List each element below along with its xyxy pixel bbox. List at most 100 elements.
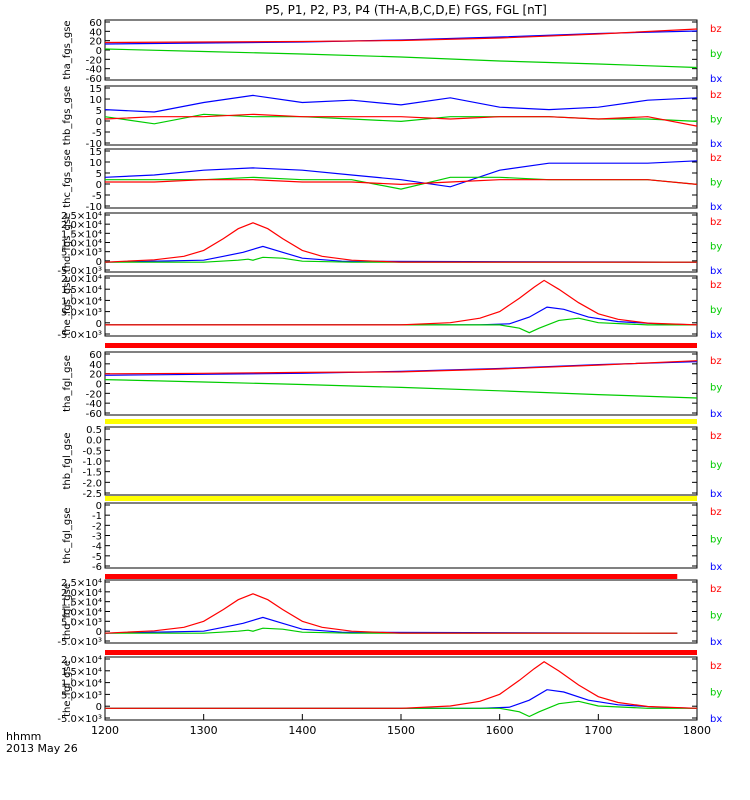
- series-line-bz: [105, 179, 698, 186]
- legend-bz: bz: [710, 431, 722, 442]
- legend-bx: bx: [710, 489, 722, 500]
- ytick-label: -5.0×10³: [57, 266, 102, 277]
- ytick-label: 1.0×10⁴: [61, 239, 102, 250]
- ytick-label: 5: [96, 169, 102, 180]
- panel-frame: [104, 212, 698, 273]
- series-line-bz: [105, 279, 698, 326]
- ytick-label: 1.0×10⁴: [61, 296, 102, 307]
- ytick-label: -10: [86, 139, 102, 150]
- ytick-label: 2.0×10⁴: [61, 274, 102, 285]
- series-line-bz: [104, 113, 698, 127]
- time-label: hhmm: [6, 730, 41, 743]
- panel-frame: [104, 275, 698, 337]
- legend-by: by: [710, 535, 722, 546]
- ytick-label: -20: [86, 389, 102, 400]
- legend-bx: bx: [710, 409, 722, 420]
- ytick-label: -5.0×10³: [57, 330, 102, 341]
- ytick-label: 60: [89, 350, 102, 361]
- legend-bz: bz: [710, 356, 722, 367]
- panel-ylabel: thd_fgs_gse: [62, 213, 73, 272]
- ytick-label: 2.0×10⁴: [61, 588, 102, 599]
- panel-ylabel: thb_fgs_gse: [62, 86, 73, 145]
- ytick-label: 1.5×10⁴: [61, 598, 102, 609]
- panel-frame: [104, 19, 698, 81]
- ytick-label: 2.0×10⁴: [61, 220, 102, 231]
- ytick-label: 1.5×10⁴: [61, 667, 102, 678]
- legend-bz: bz: [710, 280, 722, 291]
- xtick-label: 1200: [91, 724, 119, 737]
- legend-bx: bx: [710, 266, 722, 277]
- flag-bar: [105, 496, 697, 501]
- ytick-label: -6: [92, 562, 102, 573]
- series-line-by: [105, 256, 697, 263]
- xtick-label: 1800: [683, 724, 711, 737]
- legend-bx: bx: [710, 714, 722, 725]
- series-line-bx: [104, 616, 678, 634]
- flag-bar: [105, 574, 678, 579]
- ytick-label: -5.0×10³: [57, 637, 102, 648]
- legend-bz: bz: [710, 584, 722, 595]
- legend-bz: bz: [710, 661, 722, 672]
- ytick-label: 0: [96, 319, 102, 330]
- series-line-by: [104, 379, 698, 399]
- legend-bx: bx: [710, 74, 722, 85]
- ytick-label: -40: [86, 65, 102, 76]
- ytick-label: -60: [86, 409, 102, 420]
- ytick-label: 0: [96, 46, 102, 57]
- ytick-label: 2.0×10⁴: [61, 655, 102, 666]
- ytick-label: -5: [92, 128, 102, 139]
- series-line-bz: [104, 593, 678, 634]
- ytick-label: 0: [96, 501, 102, 512]
- panel-ylabel: thb_fgl_gse: [62, 433, 73, 490]
- ytick-label: -2.5: [82, 489, 102, 500]
- flag-bar: [105, 343, 697, 348]
- legend-bx: bx: [710, 330, 722, 341]
- ytick-label: 20: [89, 37, 102, 48]
- series-line-bx: [104, 160, 698, 188]
- panel-frame: [104, 85, 698, 146]
- legend-bz: bz: [710, 507, 722, 518]
- flag-bar: [105, 650, 697, 655]
- ytick-label: 40: [89, 27, 102, 38]
- legend-by: by: [710, 305, 722, 316]
- series-line-by: [105, 700, 697, 718]
- ytick-label: 2.5×10⁴: [61, 211, 102, 222]
- ytick-label: -2.0: [82, 478, 102, 489]
- ytick-label: -5.0×10³: [57, 714, 102, 725]
- ytick-label: 0: [96, 702, 102, 713]
- panel-ylabel: the_fgl_gse: [62, 660, 73, 717]
- xtick-label: 1600: [486, 724, 514, 737]
- series-line-by: [105, 176, 698, 190]
- ytick-label: -10: [86, 202, 102, 213]
- series-line-bz: [104, 360, 698, 375]
- ytick-label: 20: [89, 370, 102, 381]
- legend-by: by: [710, 611, 722, 622]
- legend-by: by: [710, 383, 722, 394]
- ytick-label: 0: [96, 117, 102, 128]
- ytick-label: -4: [92, 542, 102, 553]
- legend-bx: bx: [710, 637, 722, 648]
- panel-frame: [104, 351, 698, 416]
- ytick-label: 1.5×10⁴: [61, 285, 102, 296]
- ytick-label: 0: [96, 180, 102, 191]
- xtick-label: 1500: [387, 724, 415, 737]
- ytick-label: -5: [92, 552, 102, 563]
- panel-ylabel: tha_fgs_gse: [62, 20, 73, 79]
- legend-bz: bz: [710, 153, 722, 164]
- ytick-label: -40: [86, 399, 102, 410]
- figure-title: P5, P1, P2, P3, P4 (TH-A,B,C,D,E) FGS, F…: [265, 3, 547, 17]
- panel-ylabel: thc_fgs_gse: [62, 149, 73, 208]
- ytick-label: -2: [92, 521, 102, 532]
- ytick-label: -1.5: [82, 468, 102, 479]
- legend-by: by: [710, 242, 722, 253]
- ytick-label: 1.0×10⁴: [61, 679, 102, 690]
- ytick-label: 0.5: [86, 425, 102, 436]
- ytick-label: -0.5: [82, 446, 102, 457]
- series-line-bx: [104, 94, 698, 113]
- legend-by: by: [710, 115, 722, 126]
- panel-ylabel: the_fgs_gse: [62, 276, 73, 335]
- legend-by: by: [710, 460, 722, 471]
- ytick-label: -5: [92, 191, 102, 202]
- ytick-label: 0: [96, 380, 102, 391]
- ytick-label: 5.0×10³: [61, 248, 102, 259]
